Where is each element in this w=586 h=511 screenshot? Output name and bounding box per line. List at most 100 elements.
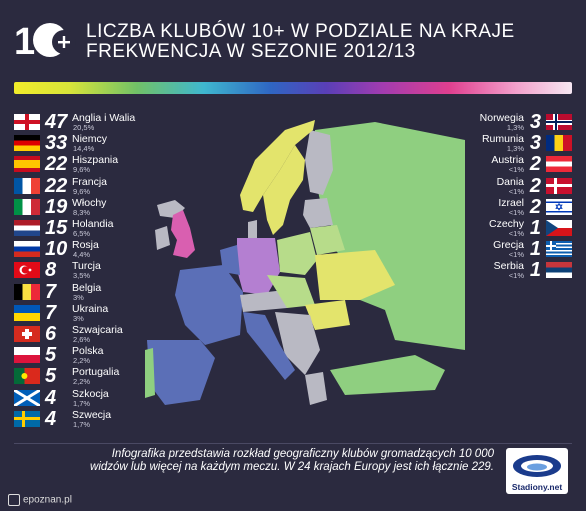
country-row-belgium: 7 Belgia 3%: [14, 282, 174, 302]
country-name: Czechy: [488, 218, 524, 230]
country-percent: <1%: [508, 207, 524, 217]
flag-romania-icon: [546, 135, 572, 152]
credit: epoznan.pl: [8, 494, 72, 506]
country-row-denmark: 2 Dania <1%: [402, 176, 572, 196]
map-ireland: [155, 226, 170, 250]
flag-portugal-icon: [14, 368, 40, 385]
country-name: Anglia i Walia: [72, 112, 136, 124]
country-percent: 6,5%: [73, 229, 91, 238]
flag-germany-icon: [14, 135, 40, 152]
country-row-czech: 1 Czechy <1%: [402, 218, 572, 238]
country-name: Portugalia: [72, 366, 120, 379]
country-name: Francja: [72, 175, 108, 188]
country-row-turkey: 8 Turcja 3,5%: [14, 260, 174, 280]
club-count: 5: [45, 344, 57, 367]
flag-israel-icon: [546, 198, 572, 215]
country-percent: <1%: [508, 229, 524, 238]
country-percent: 14,4%: [73, 144, 95, 154]
country-row-greece: 1 Grecja <1%: [402, 239, 572, 259]
country-row-romania: 3 Rumunia 1,3%: [402, 133, 572, 153]
map-belarus: [310, 225, 345, 255]
map-central: [267, 275, 315, 308]
map-romania: [305, 300, 350, 330]
country-row-england: 47 Anglia i Walia 20,5%: [14, 112, 174, 132]
country-percent: 2,6%: [73, 335, 91, 344]
country-row-sweden: 4 Szwecja 1,7%: [14, 409, 174, 429]
page-title: LICZBA KLUBÓW 10+ W PODZIALE NA KRAJE FR…: [86, 22, 515, 62]
map-sweden: [263, 145, 305, 235]
flag-spain-icon: [14, 156, 40, 173]
country-name: Hiszpania: [72, 154, 119, 167]
country-name: Dania: [496, 175, 524, 188]
right-country-list: 3 Norwegia 1,3% 3 Rumunia 1,3% 2 Austria <1% 2 Dan…: [402, 112, 572, 282]
country-name: Polska: [72, 345, 104, 358]
map-benelux: [220, 245, 240, 275]
map-alps: [240, 290, 287, 312]
flag-norway-icon: [546, 114, 572, 130]
flag-austria-icon: [546, 156, 572, 173]
flag-turkey-icon: [14, 262, 40, 279]
country-percent: 2,2%: [73, 356, 91, 366]
flag-ukraine-icon: [14, 304, 40, 321]
stadium-icon: [513, 455, 561, 477]
club-count: 2: [529, 195, 541, 218]
country-percent: 2,2%: [73, 377, 91, 387]
club-count: 15: [45, 217, 68, 239]
flag-russia-icon: [14, 241, 40, 258]
left-country-list: 47 Anglia i Walia 20,5% 33 Niemcy 14,4% 22 Hisz…: [14, 112, 174, 432]
map-britain: [171, 210, 195, 258]
country-row-italy: 19 Włochy 8,3%: [14, 197, 174, 217]
club-count: 7: [45, 301, 57, 324]
title-line-2: FREKWENCJA W SEZONIE 2012/13: [86, 41, 416, 62]
map-russia: [313, 122, 465, 350]
club-count: 22: [45, 153, 68, 176]
map-germany: [237, 238, 280, 295]
country-percent: 8,3%: [73, 207, 91, 217]
map-denmark: [248, 220, 257, 238]
credit-icon: [8, 494, 20, 506]
country-row-israel: 2 Izrael <1%: [402, 197, 572, 217]
club-count: 1: [529, 217, 541, 239]
country-name: Serbia: [493, 260, 524, 273]
club-count: 7: [45, 280, 57, 303]
logo-10plus-icon: 1: [14, 21, 76, 60]
map-poland: [277, 232, 317, 275]
club-count: 33: [45, 132, 68, 155]
country-name: Austria: [491, 154, 524, 167]
map-baltics: [303, 198, 333, 228]
country-row-norway: 3 Norwegia 1,3%: [402, 112, 572, 132]
country-percent: 3,5%: [73, 271, 91, 281]
flag-poland-icon: [14, 347, 40, 364]
flag-serbia-icon: [546, 262, 572, 279]
club-count: 1: [529, 259, 541, 282]
map-spain: [147, 340, 215, 405]
europe-map: [145, 120, 465, 405]
country-name: Niemcy: [72, 133, 108, 146]
flag-netherlands-icon: [14, 220, 40, 236]
club-count: 4: [45, 386, 57, 409]
divider: [14, 443, 572, 444]
flag-denmark-icon: [546, 177, 572, 194]
club-count: 3: [529, 111, 541, 133]
country-row-switzerland: 6 Szwajcaria 2,6%: [14, 324, 174, 344]
stadiony-brand: Stadiony.net: [511, 482, 563, 492]
club-count: 6: [45, 323, 57, 345]
country-percent: <1%: [508, 186, 524, 196]
country-row-serbia: 1 Serbia <1%: [402, 260, 572, 280]
country-row-netherlands: 15 Holandia 6,5%: [14, 218, 174, 238]
country-row-france: 22 Francja 9,6%: [14, 176, 174, 196]
country-row-poland: 5 Polska 2,2%: [14, 345, 174, 365]
footer-line-2: widzów lub więcej na każdym meczu. W 24 …: [90, 461, 494, 473]
country-percent: 20,5%: [73, 123, 95, 132]
club-count: 5: [45, 365, 57, 388]
country-percent: <1%: [508, 271, 524, 281]
flag-england-icon: [14, 114, 40, 130]
rainbow-bar: [14, 82, 572, 94]
country-name: Szwajcaria: [72, 324, 123, 336]
stadiony-logo: Stadiony.net: [506, 448, 568, 494]
map-france: [175, 265, 243, 345]
country-row-scotland: 4 Szkocja 1,7%: [14, 388, 174, 408]
club-count: 4: [45, 407, 57, 430]
map-finland: [305, 130, 333, 195]
country-percent: 9,6%: [73, 186, 91, 196]
